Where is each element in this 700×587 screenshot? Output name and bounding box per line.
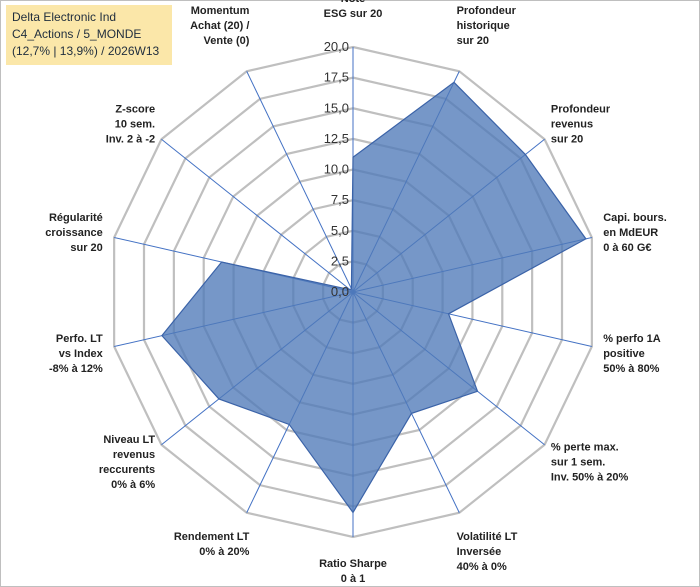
axis-label-11: Régularité croissance sur 20: [45, 212, 102, 254]
title-line-category: C4_Actions / 5_MONDE: [12, 27, 142, 41]
title-line-name: Delta Electronic Ind: [12, 10, 117, 24]
axis-label-9: Niveau LT revenus reccurents 0% à 6%: [99, 434, 156, 491]
axis-label-5: % perte max. sur 1 sem. Inv. 50% à 20%: [551, 441, 629, 483]
radial-tick-labels: 0,0 2,5 5,0 7,5 10,0 12,5 15,0 17,5 20,0: [324, 39, 349, 299]
axis-label-1: Profondeur historique sur 20: [457, 5, 517, 47]
axis-label-6: Volatilité LT Inversée 40% à 0%: [457, 531, 518, 573]
spoke-13: [246, 71, 354, 293]
chart-title-box: Delta Electronic Ind C4_Actions / 5_MOND…: [6, 5, 172, 65]
tick-label-5: 12,5: [324, 131, 349, 146]
axis-label-2: Profondeur revenus sur 20: [551, 104, 611, 146]
series-area: [161, 81, 587, 514]
tick-label-4: 10,0: [324, 162, 349, 177]
spoke-12: [161, 138, 354, 293]
tick-label-3: 7,5: [331, 192, 349, 207]
axis-label-12: Z-score 10 sem. Inv. 2 à -2: [106, 104, 155, 146]
axis-label-3: Capi. bours. en MdEUR 0 à 60 G€: [603, 212, 667, 254]
axis-label-4: % perfo 1A positive 50% à 80%: [603, 333, 661, 375]
tick-label-2: 5,0: [331, 223, 349, 238]
tick-label-7: 17,5: [324, 70, 349, 85]
tick-label-6: 15,0: [324, 100, 349, 115]
axis-label-8: Rendement LT 0% à 20%: [174, 531, 250, 558]
axis-label-13: Momentum Achat (20) / Vente (0): [190, 5, 250, 47]
tick-label-1: 2,5: [331, 253, 349, 268]
axis-label-0: NoteESG sur 20: [324, 0, 383, 20]
title-line-stats: (12,7% | 13,9%) / 2026W13: [12, 44, 160, 58]
axis-label-10: Perfo. LT vs Index -8% à 12%: [49, 333, 104, 375]
radar-series: [161, 81, 587, 514]
tick-label-8: 20,0: [324, 39, 349, 54]
tick-label-0: 0,0: [331, 284, 349, 299]
axis-label-7: Ratio Sharpe 0 à 1: [319, 558, 387, 585]
